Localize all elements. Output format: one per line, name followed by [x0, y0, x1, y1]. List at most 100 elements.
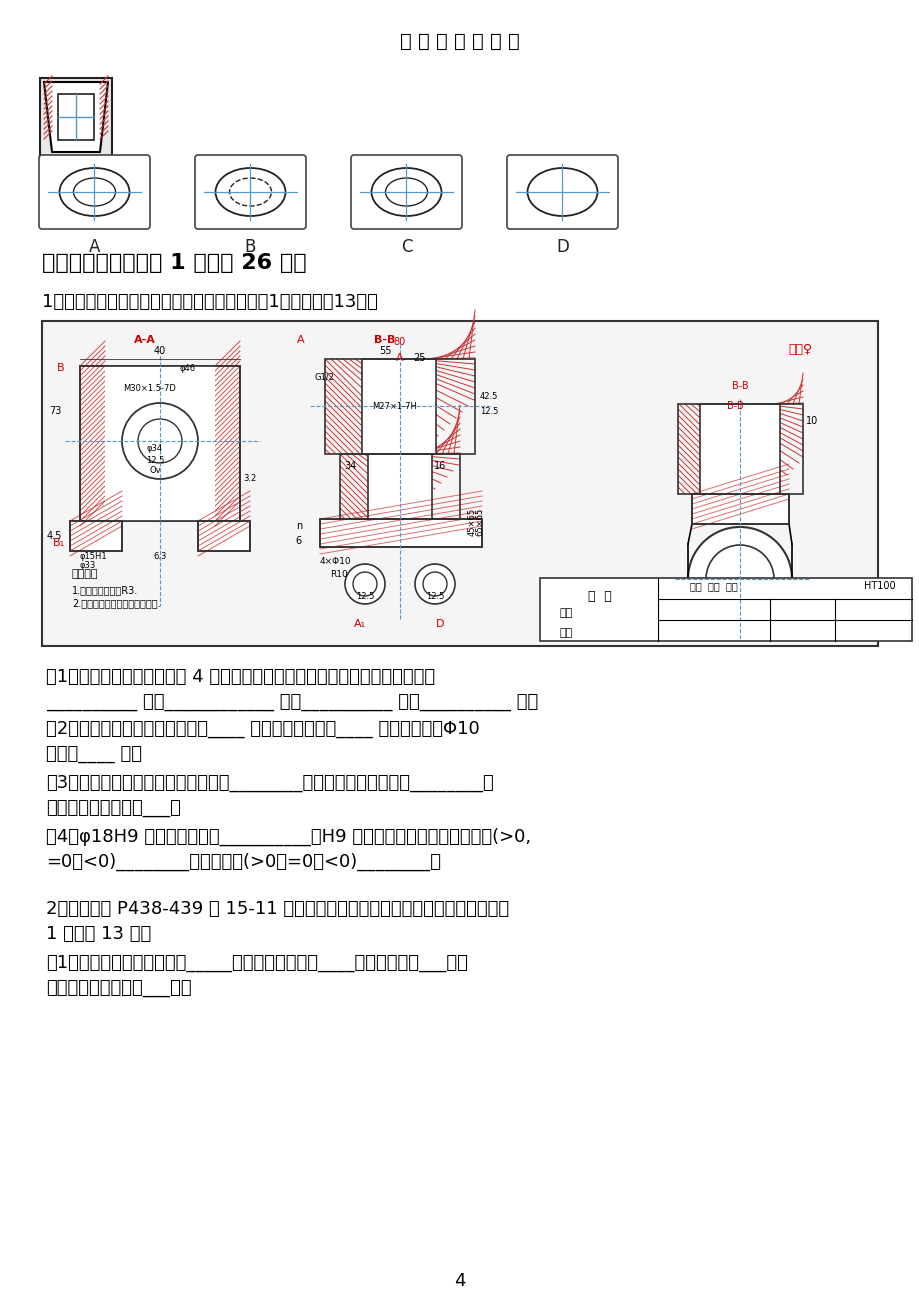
Text: （2）图中机件开螺纹孔的地方有____ 处，机件底座共开____ 个光孔，其中Φ10: （2）图中机件开螺纹孔的地方有____ 处，机件底座共开____ 个光孔，其中Φ…: [46, 720, 479, 738]
Text: 就地安装的控制点有___个。: 就地安装的控制点有___个。: [46, 979, 191, 997]
Text: 65×65: 65×65: [474, 508, 483, 536]
Ellipse shape: [215, 168, 285, 216]
Text: 34: 34: [344, 462, 356, 471]
Text: 55: 55: [379, 346, 391, 356]
Text: __________ 图，____________ 图，__________ 图，__________ 图。: __________ 图，____________ 图，__________ 图…: [46, 693, 538, 711]
Text: 4.5: 4.5: [47, 530, 62, 541]
Text: B-B: B-B: [374, 335, 395, 345]
Text: 10: 10: [805, 416, 817, 426]
Text: A: A: [396, 354, 403, 363]
Bar: [70, 521, 122, 551]
Text: 1．阅读下列零件图，并回答下列问题。（每空1分，本题共13分）: 1．阅读下列零件图，并回答下列问题。（每空1分，本题共13分）: [42, 292, 378, 311]
Ellipse shape: [229, 178, 271, 205]
FancyBboxPatch shape: [506, 155, 618, 229]
Bar: [105, 367, 215, 521]
Bar: [324, 359, 474, 454]
FancyBboxPatch shape: [351, 155, 461, 229]
Text: 80: 80: [393, 337, 405, 347]
Text: 1 分，共 13 分）: 1 分，共 13 分）: [46, 926, 151, 942]
Text: A-A: A-A: [134, 335, 155, 345]
Circle shape: [423, 572, 447, 595]
Text: 16: 16: [434, 462, 446, 471]
Circle shape: [345, 564, 384, 605]
Bar: [198, 521, 250, 551]
Text: 2.铸件不得有气孔、裂纹等缺陷.: 2.铸件不得有气孔、裂纹等缺陷.: [72, 598, 161, 608]
Text: C: C: [401, 238, 412, 256]
Text: 1.未注铸造圆角为R3.: 1.未注铸造圆角为R3.: [72, 585, 138, 595]
Text: 制图: 制图: [560, 608, 573, 618]
Text: D: D: [555, 238, 568, 256]
Text: M27×1-7H: M27×1-7H: [372, 402, 417, 411]
Text: （1）本图列出编号的管道有_____种，管道的规格有____种。控制点有___个，: （1）本图列出编号的管道有_____种，管道的规格有____种。控制点有___个…: [46, 954, 468, 972]
Text: M30×1.5-7D: M30×1.5-7D: [123, 384, 176, 393]
Text: 12.5: 12.5: [425, 592, 444, 601]
Text: 一 寸 光 阴 不 可 轻: 一 寸 光 阴 不 可 轻: [400, 32, 519, 51]
Text: B: B: [244, 238, 255, 256]
Text: 3.2: 3.2: [243, 474, 256, 484]
Bar: [361, 359, 436, 454]
Text: φ33: φ33: [80, 562, 96, 569]
Bar: [70, 521, 122, 551]
Bar: [198, 521, 250, 551]
Text: 6.3: 6.3: [153, 552, 166, 562]
Text: （4）φ18H9 中的基本尺寸是__________，H9 是孔的公差带代号，上偏差是(>0,: （4）φ18H9 中的基本尺寸是__________，H9 是孔的公差带代号，上…: [46, 828, 530, 846]
Bar: [368, 454, 432, 519]
Circle shape: [122, 403, 198, 478]
Bar: [699, 404, 779, 494]
Text: 40: 40: [153, 346, 166, 356]
Circle shape: [414, 564, 455, 605]
Text: 4: 4: [454, 1271, 465, 1290]
Text: 25: 25: [414, 354, 425, 363]
Text: 6: 6: [296, 536, 301, 546]
Bar: [80, 367, 240, 521]
Text: φ34: φ34: [147, 445, 163, 452]
Bar: [691, 494, 789, 524]
Text: 45×65: 45×65: [468, 508, 476, 536]
Bar: [368, 454, 432, 519]
Circle shape: [353, 572, 377, 595]
Bar: [80, 367, 240, 521]
Bar: [361, 359, 436, 454]
Text: （1）表达此零件的视图共有 4 个，根据所采用的表达方法这四个视图的分别为: （1）表达此零件的视图共有 4 个，根据所采用的表达方法这四个视图的分别为: [46, 668, 435, 686]
Text: B-B: B-B: [731, 381, 747, 391]
FancyBboxPatch shape: [39, 155, 150, 229]
Text: =0，<0)________，下偏差是(>0，=0，<0)________。: =0，<0)________，下偏差是(>0，=0，<0)________。: [46, 853, 440, 871]
Ellipse shape: [385, 178, 427, 205]
Text: 校核: 校核: [560, 628, 573, 638]
Bar: [320, 519, 482, 547]
Text: 42.5: 42.5: [480, 393, 498, 400]
Text: B-B: B-B: [726, 400, 743, 411]
Text: 2、参看教材 P438-439 图 15-11 管路布置图示例，看懂此图回答问题（本题每空: 2、参看教材 P438-439 图 15-11 管路布置图示例，看懂此图回答问题…: [46, 900, 508, 918]
Text: B: B: [57, 363, 65, 373]
Text: 比例  数量  材料: 比例 数量 材料: [689, 581, 737, 592]
Text: 的小孔____ 个。: 的小孔____ 个。: [46, 745, 142, 763]
Text: Ov: Ov: [149, 465, 161, 474]
Bar: [699, 404, 779, 494]
Text: A₁: A₁: [354, 619, 366, 629]
Bar: [58, 94, 94, 140]
Text: （3）零件上要求最高的表面粗糙度为________，最低的表面粗糙度为________，: （3）零件上要求最高的表面粗糙度为________，最低的表面粗糙度为_____…: [46, 774, 494, 792]
Text: 二、填空题。（每空 1 分，共 26 分）: 二、填空题。（每空 1 分，共 26 分）: [42, 254, 306, 273]
Circle shape: [705, 545, 773, 614]
Bar: [539, 578, 911, 641]
Text: 阀  体: 阀 体: [587, 590, 611, 603]
Polygon shape: [44, 82, 108, 152]
Text: n: n: [295, 521, 301, 530]
Bar: [40, 78, 112, 156]
Text: A: A: [89, 238, 100, 256]
Text: HT100: HT100: [863, 581, 895, 592]
Text: D: D: [436, 619, 444, 629]
Text: G1/2: G1/2: [314, 372, 335, 381]
Text: φ15H1: φ15H1: [80, 552, 108, 562]
Text: 73: 73: [50, 406, 62, 416]
Text: 技术要求: 技术要求: [72, 569, 98, 578]
Text: φ46: φ46: [180, 364, 196, 373]
Bar: [320, 519, 482, 547]
Text: A: A: [297, 335, 305, 345]
Ellipse shape: [74, 178, 116, 205]
Bar: [340, 454, 460, 519]
Bar: [677, 404, 802, 494]
Ellipse shape: [60, 168, 130, 216]
Text: 12.5: 12.5: [480, 407, 498, 416]
Circle shape: [138, 419, 182, 463]
